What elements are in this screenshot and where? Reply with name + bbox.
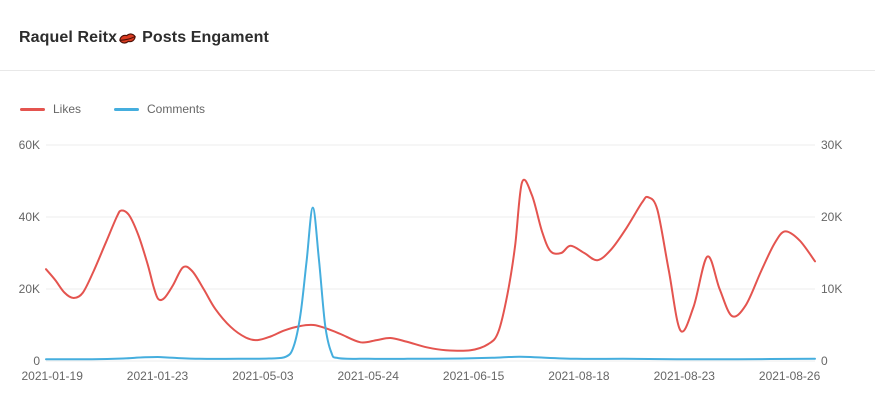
svg-text:20K: 20K <box>19 282 40 296</box>
svg-text:2021-08-18: 2021-08-18 <box>548 369 610 383</box>
page-title: Raquel Reitx Posts Engament <box>19 29 269 48</box>
svg-text:60K: 60K <box>19 138 40 152</box>
kiss-mark-icon <box>116 26 139 49</box>
page-title-suffix: Posts Engament <box>142 29 269 46</box>
svg-text:2021-01-19: 2021-01-19 <box>22 369 84 383</box>
svg-text:0: 0 <box>821 354 828 368</box>
svg-text:10K: 10K <box>821 282 842 296</box>
legend-item-likes[interactable]: Likes <box>20 102 81 116</box>
comments-line-swatch <box>114 107 140 111</box>
svg-text:2021-08-23: 2021-08-23 <box>654 369 716 383</box>
svg-text:30K: 30K <box>821 138 842 152</box>
svg-text:20K: 20K <box>821 210 842 224</box>
svg-text:0: 0 <box>33 354 40 368</box>
page-title-name: Raquel Reitx <box>19 29 118 46</box>
svg-text:2021-01-23: 2021-01-23 <box>127 369 189 383</box>
panel-header: Raquel Reitx Posts Engament <box>0 0 875 71</box>
svg-text:2021-05-24: 2021-05-24 <box>338 369 400 383</box>
svg-text:40K: 40K <box>19 210 40 224</box>
svg-text:2021-06-15: 2021-06-15 <box>443 369 505 383</box>
svg-text:2021-05-03: 2021-05-03 <box>232 369 294 383</box>
comments-legend-label: Comments <box>147 102 206 116</box>
svg-text:2021-08-26: 2021-08-26 <box>759 369 821 383</box>
likes-line-swatch <box>20 107 45 111</box>
legend-item-comments[interactable]: Comments <box>114 102 205 116</box>
chart-legend: Likes Comments <box>20 102 205 116</box>
likes-legend-label: Likes <box>53 102 82 116</box>
